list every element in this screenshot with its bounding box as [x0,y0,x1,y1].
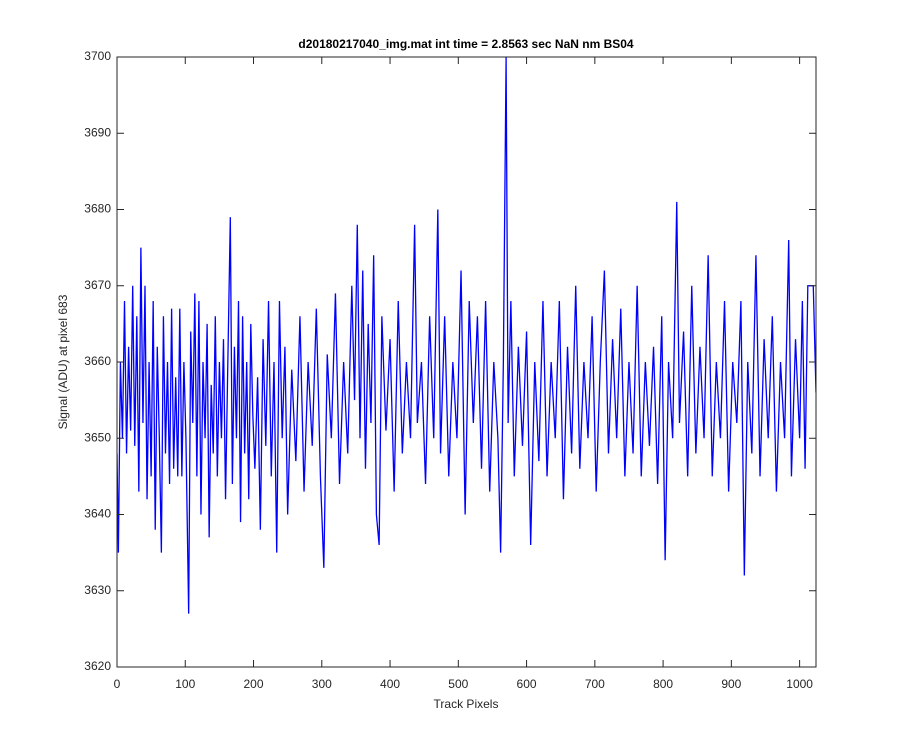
y-tick-label: 3630 [84,583,111,597]
x-tick-label: 500 [448,677,468,691]
x-tick-label: 400 [380,677,400,691]
y-tick-label: 3700 [84,49,111,63]
y-tick-label: 3620 [84,659,111,673]
y-tick-label: 3640 [84,507,111,521]
x-tick-label: 200 [244,677,264,691]
x-tick-label: 100 [175,677,195,691]
plot-lines [117,57,816,614]
y-tick-label: 3680 [84,202,111,216]
y-axis-label: Signal (ADU) at pixel 683 [56,294,70,429]
y-tick-label: 3690 [84,125,111,139]
chart-title: d20180217040_img.mat int time = 2.8563 s… [298,37,634,51]
x-axis-label: Track Pixels [434,697,499,711]
data-line [117,57,816,614]
x-tick-label: 1000 [786,677,813,691]
y-tick-label: 3670 [84,278,111,292]
x-tick-label: 800 [653,677,673,691]
x-tick-label: 600 [517,677,537,691]
y-tick-label: 3660 [84,354,111,368]
x-tick-label: 900 [721,677,741,691]
x-tick-label: 300 [312,677,332,691]
plot-frame [116,56,817,668]
x-tick-label: 0 [114,677,121,691]
x-tick-label: 700 [585,677,605,691]
y-tick-label: 3650 [84,430,111,444]
